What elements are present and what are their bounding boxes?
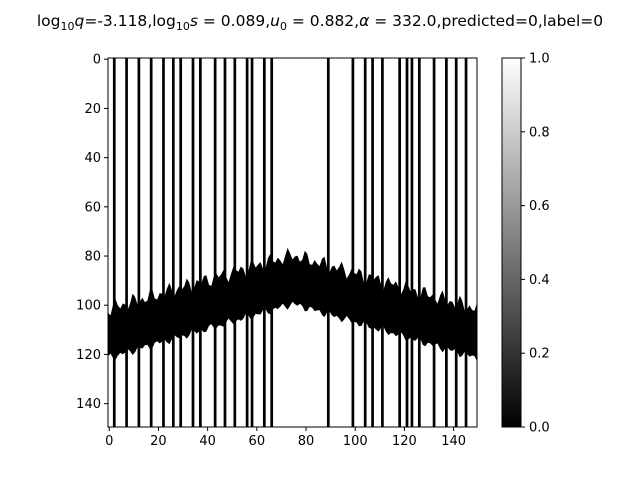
heatmap-dark-column: [179, 58, 183, 427]
title-u-var: u: [270, 12, 280, 30]
x-axis: 0 20 40 60 80 100 120 140: [105, 427, 466, 449]
colorbar-tick-label: 0.4: [529, 273, 550, 288]
colorbar-tick-label: 0.0: [529, 421, 550, 436]
title-s-value: = 0.089: [198, 12, 265, 30]
heatmap-dark-column: [398, 58, 401, 427]
title-q-sub: 10: [61, 20, 75, 33]
y-tick-label: 140: [76, 397, 101, 412]
heatmap-dark-column: [262, 58, 266, 427]
heatmap-dark-column: [125, 58, 128, 427]
x-tick-label: 120: [392, 434, 417, 449]
heatmap-dark-column: [191, 58, 195, 427]
x-tick-label: 60: [249, 434, 266, 449]
y-tick-label: 60: [84, 200, 101, 215]
heatmap-dark-column: [410, 58, 414, 427]
title-u-sub: 0: [280, 20, 287, 33]
chart-title: log10q=-3.118,log10s = 0.089,u0 = 0.882,…: [37, 12, 603, 33]
heatmap-dark-column: [270, 58, 274, 427]
heatmap-dark-column: [445, 58, 448, 427]
y-axis: 0 20 40 60 80 100 120 140: [76, 53, 108, 412]
title-q-value: =-3.118: [84, 12, 147, 30]
colorbar-tick-label: 0.6: [529, 199, 550, 214]
colorbar: [501, 57, 522, 428]
heatmap-dark-column: [245, 58, 249, 427]
x-tick-label: 100: [343, 434, 368, 449]
heatmap-dark-column: [363, 58, 367, 427]
heatmap-dark-column: [223, 58, 227, 427]
y-tick-label: 100: [76, 299, 101, 314]
title-s-var: s: [190, 12, 198, 30]
x-tick-label: 40: [199, 434, 216, 449]
heatmap-dark-column: [199, 58, 202, 427]
heatmap-background: [108, 58, 477, 427]
heatmap-dark-column: [250, 58, 254, 427]
colorbar-axis: 0.0 0.2 0.4 0.6 0.8 1.0: [521, 52, 550, 436]
heatmap-dark-column: [417, 58, 421, 427]
title-q-name: log: [37, 12, 61, 30]
heatmap-dark-column: [162, 58, 165, 427]
heatmap-image: [108, 58, 477, 427]
colorbar-tick-label: 0.2: [529, 347, 550, 362]
title-q-var: q: [75, 12, 85, 30]
title-alpha-value: = 332.0: [369, 12, 436, 30]
title-s-sub: 10: [176, 20, 190, 33]
title-alpha-sym: α: [359, 12, 369, 30]
heatmap-dark-column: [371, 58, 374, 427]
heatmap-dark-column: [149, 58, 153, 427]
x-tick-label: 0: [105, 434, 113, 449]
heatmap-dark-column: [405, 58, 409, 427]
heatmap-dark-column: [112, 58, 116, 427]
colorbar-tick-label: 0.8: [529, 125, 550, 140]
heatmap-dark-column: [432, 58, 436, 427]
title-u-value: = 0.882: [287, 12, 354, 30]
y-tick-label: 20: [84, 102, 101, 117]
heatmap-dark-column: [213, 58, 217, 427]
heatmap-dark-column: [326, 58, 330, 427]
colorbar-tick-label: 1.0: [529, 52, 550, 67]
heatmap-dark-column: [381, 58, 384, 427]
heatmap-dark-column: [171, 58, 175, 427]
title-s-name: log: [152, 12, 176, 30]
heatmap-dark-column: [137, 58, 141, 427]
heatmap-dark-column: [454, 58, 458, 427]
x-tick-label: 20: [150, 434, 167, 449]
title-tail: predicted=0,label=0: [441, 12, 603, 30]
x-tick-label: 140: [441, 434, 466, 449]
heatmap-dark-column: [464, 58, 468, 427]
x-tick-label: 80: [298, 434, 315, 449]
y-tick-label: 40: [84, 151, 101, 166]
heatmap-frame: [107, 57, 478, 428]
heatmap-dark-column: [233, 58, 237, 427]
y-tick-label: 80: [84, 250, 101, 265]
heatmap-dark-column: [351, 58, 355, 427]
y-tick-label: 0: [93, 53, 101, 68]
y-tick-label: 120: [76, 348, 101, 363]
